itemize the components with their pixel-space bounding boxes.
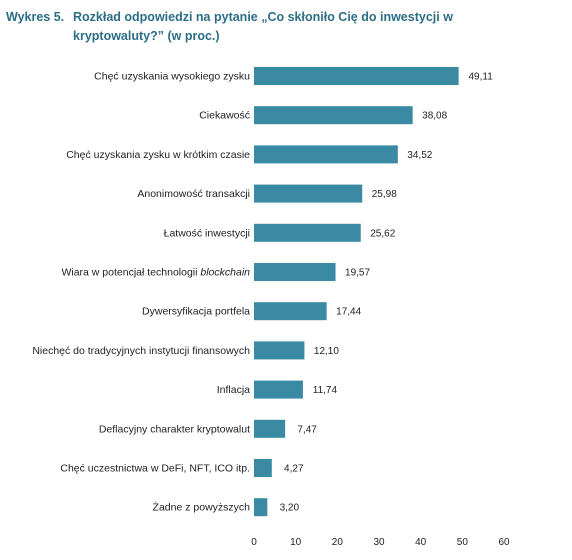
bar (254, 145, 398, 164)
category-label: Wiara w potencjał technologii blockchain (61, 267, 250, 279)
value-label: 19,57 (345, 268, 370, 279)
value-label: 4,27 (284, 464, 304, 475)
bar (254, 498, 268, 517)
category-label: Chęć uzyskania wysokiego zysku (94, 71, 250, 83)
value-label: 25,98 (372, 189, 397, 200)
bar (254, 106, 413, 125)
category-label: Ciekawość (199, 110, 250, 122)
x-tick-label: 50 (457, 537, 469, 548)
x-tick-label: 60 (498, 537, 510, 548)
bar (254, 263, 336, 281)
category-label: Anonimowość transakcji (137, 188, 250, 200)
category-label: Żadne z powyższych (153, 501, 251, 514)
value-label: 25,62 (370, 228, 395, 239)
category-label: Dywersyfikacja portfela (142, 306, 250, 318)
x-tick-label: 30 (373, 537, 385, 548)
value-label: 3,20 (280, 503, 300, 514)
x-tick-label: 10 (290, 537, 302, 548)
value-label: 38,08 (422, 111, 447, 122)
value-label: 17,44 (336, 307, 361, 318)
category-label: Inflacja (217, 384, 250, 396)
bar (254, 302, 327, 321)
chart-title: Rozkład odpowiedzi na pytanie „Co skłoni… (73, 10, 453, 43)
bar (254, 380, 303, 399)
bar (254, 67, 459, 85)
x-tick-label: 40 (415, 537, 427, 548)
category-label: Niechęć do tradycyjnych instytucji finan… (32, 345, 250, 357)
x-axis: 0 10 20 30 40 50 60 (251, 537, 510, 548)
bar (254, 419, 286, 438)
figure-number: Wykres 5. (6, 10, 65, 24)
category-label: Deflacyjny charakter kryptowalut (99, 423, 250, 435)
value-label: 34,52 (407, 150, 432, 161)
bar (254, 459, 272, 477)
bar (254, 341, 305, 360)
value-labels-layer: 49,11 38,08 34,52 25,98 25,62 19,57 17,44 12,10… (280, 72, 494, 514)
bars-layer (254, 67, 459, 517)
category-label: Łatwość inwestycji (164, 227, 250, 239)
x-tick-label: 20 (332, 537, 344, 548)
value-label: 49,11 (468, 72, 493, 83)
category-label: Chęć uzyskania zysku w krótkim czasie (66, 149, 250, 161)
x-tick-label: 0 (251, 537, 257, 548)
category-labels-layer: Chęć uzyskania wysokiego zysku Ciekawość C… (32, 71, 250, 514)
category-label: Chęć uczestnictwa w DeFi, NFT, ICO itp. (60, 463, 250, 475)
bar (254, 184, 363, 203)
value-label: 12,10 (314, 346, 339, 357)
value-label: 7,47 (297, 424, 317, 435)
value-label: 11,74 (313, 385, 338, 396)
bar (254, 223, 361, 242)
